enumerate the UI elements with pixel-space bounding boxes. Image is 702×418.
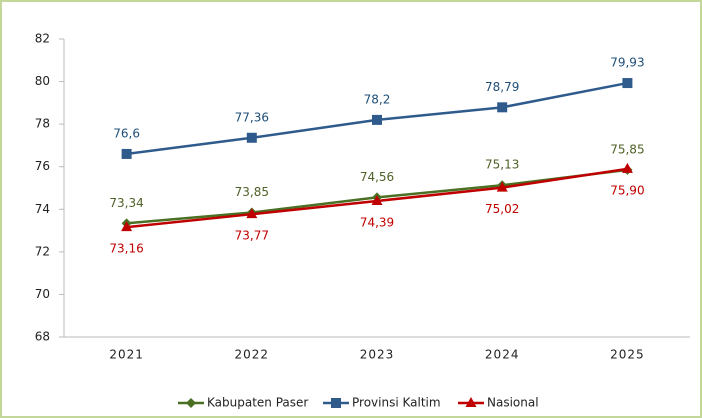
data-label: 78,2 <box>364 92 391 106</box>
data-label: 73,85 <box>235 185 269 199</box>
data-label: 75,90 <box>610 183 644 197</box>
y-tick-label: 68 <box>35 330 50 344</box>
data-label: 75,02 <box>485 202 519 216</box>
y-tick-label: 70 <box>35 287 50 301</box>
data-label: 74,56 <box>360 170 394 184</box>
y-tick-label: 78 <box>35 117 50 131</box>
x-tick-label: 2025 <box>610 348 645 362</box>
x-tick-label: 2024 <box>485 348 520 362</box>
y-tick-label: 76 <box>35 159 50 173</box>
y-tick-label: 82 <box>35 32 50 46</box>
data-point <box>496 181 508 192</box>
data-point <box>497 102 508 113</box>
data-point <box>121 148 132 159</box>
data-point <box>121 221 133 232</box>
legend-marker <box>331 398 341 408</box>
y-tick-label: 80 <box>35 74 50 88</box>
legend-marker <box>186 398 196 408</box>
data-point <box>246 132 257 143</box>
x-tick-label: 2023 <box>360 348 395 362</box>
legend-label: Nasional <box>487 396 539 410</box>
data-point <box>622 78 633 89</box>
x-tick-label: 2022 <box>235 348 270 362</box>
data-label: 73,34 <box>109 196 143 210</box>
data-label: 75,85 <box>610 142 644 156</box>
legend-label: Provinsi Kaltim <box>352 396 441 410</box>
legend-label: Kabupaten Paser <box>207 396 308 410</box>
legend-marker <box>465 397 477 407</box>
data-label: 75,13 <box>485 158 519 172</box>
data-label: 74,39 <box>360 215 394 229</box>
data-point <box>246 208 258 219</box>
data-label: 78,79 <box>485 80 519 94</box>
y-tick-label: 72 <box>35 244 50 258</box>
data-label: 77,36 <box>235 110 269 124</box>
data-point <box>371 194 383 205</box>
x-tick-label: 2021 <box>109 348 144 362</box>
y-tick-label: 74 <box>35 202 50 216</box>
data-label: 76,6 <box>113 126 140 140</box>
data-label: 79,93 <box>610 56 644 70</box>
data-label: 73,16 <box>109 242 143 256</box>
data-point <box>621 162 633 173</box>
data-point <box>372 114 382 125</box>
data-label: 73,77 <box>235 229 269 243</box>
